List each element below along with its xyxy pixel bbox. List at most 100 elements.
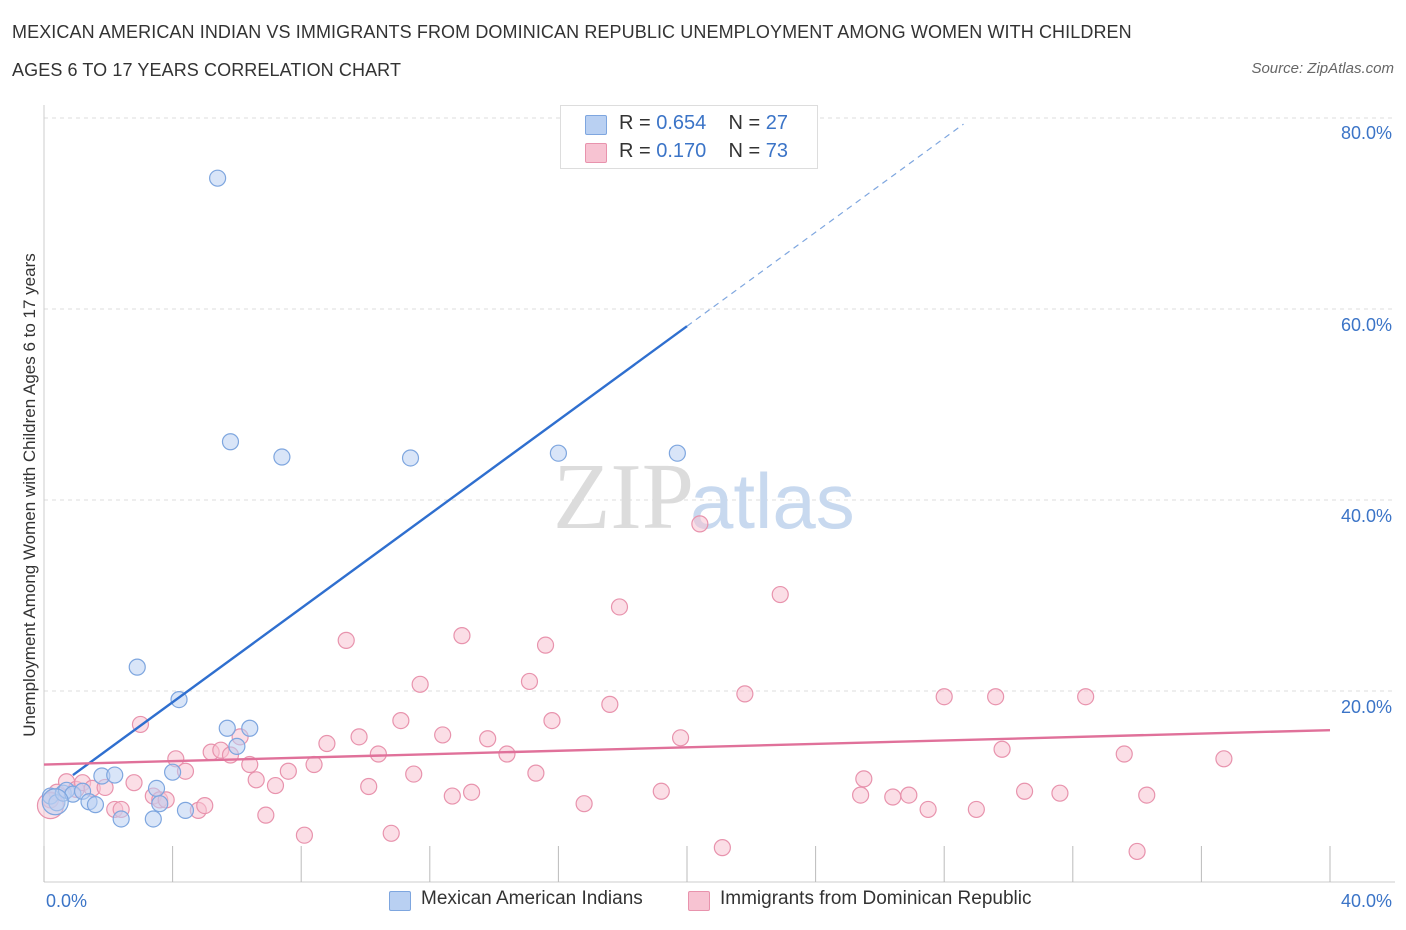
pink-point: [1115, 745, 1133, 763]
x-tick-label-min: 0.0%: [46, 891, 88, 911]
y-tick-label: 60.0%: [1340, 315, 1392, 335]
source-label: Source: ZipAtlas.com: [1251, 60, 1394, 77]
pink-point: [993, 740, 1011, 758]
pink-point: [1128, 842, 1146, 861]
pink-point: [337, 631, 355, 649]
blue-point: [273, 448, 291, 466]
pink-point: [257, 806, 275, 824]
pink-point: [405, 765, 423, 783]
blue-point: [549, 444, 568, 462]
pink-point: [196, 796, 214, 815]
bottom-legend-swatch-blue: [389, 891, 411, 911]
pink-point: [1138, 786, 1156, 804]
pink-point: [536, 636, 555, 654]
pink-point: [671, 729, 690, 747]
watermark-atlas: atlas: [690, 457, 855, 545]
pink-point: [736, 685, 754, 703]
pink-point: [434, 726, 452, 744]
pink-point: [855, 770, 873, 788]
n-label: N =: [728, 140, 761, 162]
pink-point: [241, 755, 259, 774]
pink-point: [318, 734, 336, 753]
pink-point: [125, 774, 143, 792]
pink-point: [411, 675, 429, 693]
pink-point: [479, 730, 497, 748]
pink-point: [453, 627, 471, 645]
pink-point: [392, 712, 410, 730]
blue-point: [144, 810, 162, 828]
pink-point: [610, 598, 629, 616]
blue-point: [41, 788, 69, 816]
bottom-legend-label-pink: Immigrants from Dominican Republic: [720, 888, 1032, 909]
pink-point: [935, 688, 953, 706]
correlation-legend: R = 0.654 N = 27 R = 0.170 N = 73: [560, 105, 818, 169]
blue-series-points: [41, 169, 686, 828]
n-value-pink: 73: [765, 140, 789, 162]
pink-point: [1015, 782, 1034, 800]
blue-point: [112, 810, 130, 828]
r-label: R =: [619, 140, 651, 162]
pink-point: [900, 786, 918, 804]
pink-point: [360, 777, 378, 796]
blue-point: [164, 763, 182, 781]
watermark-zip: ZIP: [553, 445, 694, 549]
pink-point: [279, 762, 297, 780]
pink-point: [543, 712, 561, 730]
pink-point: [498, 745, 516, 763]
pink-point: [884, 788, 902, 806]
pink-point: [520, 672, 539, 691]
axes: [43, 105, 1395, 883]
pink-point: [350, 728, 368, 746]
blue-point: [221, 433, 240, 451]
pink-point: [987, 688, 1005, 706]
blue-point: [228, 737, 246, 755]
pink-point: [601, 695, 619, 713]
pink-point: [382, 824, 400, 842]
trend-lines: [43, 123, 1331, 777]
blue-point: [128, 658, 146, 676]
blue-point: [86, 796, 105, 814]
blue-point: [147, 779, 166, 798]
pink-point: [266, 776, 285, 795]
blue-point: [668, 444, 686, 462]
blue-point: [106, 766, 124, 784]
pink-point: [691, 515, 709, 533]
pink-series-points: [36, 515, 1233, 861]
watermark: ZIP atlas: [553, 445, 855, 549]
pink-point: [462, 783, 481, 801]
pink-point: [369, 745, 387, 763]
blue-point: [241, 719, 259, 737]
pink-point: [967, 800, 985, 819]
r-value-blue: 0.654: [656, 112, 707, 134]
pink-point: [1077, 688, 1095, 706]
blue-trend-extension: [686, 123, 964, 327]
n-value-blue: 27: [765, 112, 789, 134]
pink-point: [305, 755, 323, 774]
y-axis-title: Unemployment Among Women with Children A…: [20, 253, 39, 737]
x-tick-label-max: 40.0%: [1340, 891, 1392, 911]
pink-point: [527, 764, 545, 782]
pink-point: [919, 800, 937, 819]
pink-point: [1215, 750, 1233, 768]
pink-point: [575, 795, 593, 813]
pink-point: [247, 771, 265, 789]
blue-point: [151, 795, 169, 813]
bottom-legend-swatch-pink: [688, 891, 710, 911]
blue-point: [218, 719, 236, 737]
bottom-legend-label-blue: Mexican American Indians: [421, 888, 643, 909]
pink-point: [1051, 784, 1069, 802]
legend-swatch-pink: [585, 143, 607, 163]
pink-point: [443, 787, 461, 805]
chart-title-line2: AGES 6 TO 17 YEARS CORRELATION CHART: [12, 60, 402, 80]
pink-point: [652, 782, 670, 800]
blue-point: [401, 449, 420, 467]
pink-point: [295, 826, 314, 844]
blue-point: [176, 801, 195, 819]
r-value-pink: 0.170: [656, 140, 707, 162]
grid-lines: [44, 117, 1395, 692]
chart-title-line1: MEXICAN AMERICAN INDIAN VS IMMIGRANTS FR…: [12, 22, 1132, 42]
pink-point: [713, 839, 731, 857]
blue-point: [209, 169, 227, 187]
y-tick-label: 40.0%: [1340, 506, 1392, 526]
